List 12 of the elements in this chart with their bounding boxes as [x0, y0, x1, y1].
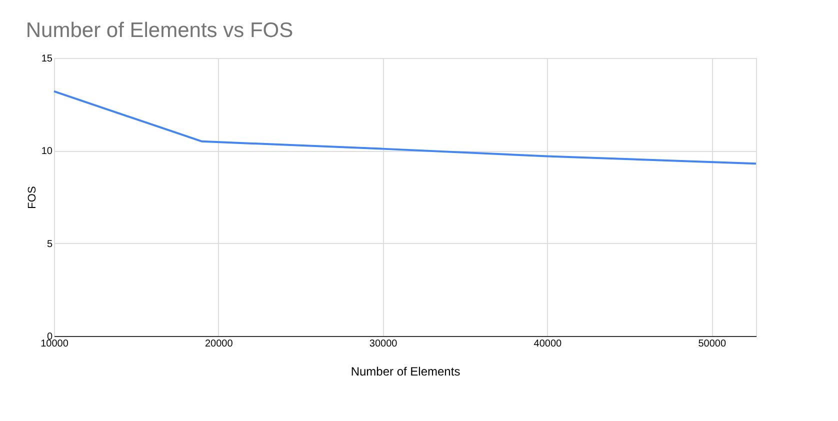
x-tick-label: 20000: [204, 338, 234, 350]
y-tick-label: 15: [41, 54, 53, 64]
y-tick-label: 5: [46, 238, 53, 250]
chart-title: Number of Elements vs FOS: [26, 19, 294, 42]
line-series: [53, 90, 757, 165]
y-tick-label: 10: [41, 146, 53, 158]
x-tick-label: 40000: [534, 338, 562, 350]
x-tick-label: 50000: [698, 338, 726, 350]
x-tick-label: 10000: [40, 338, 69, 350]
x-axis-title: Number of Elements: [350, 364, 460, 378]
y-axis-title: FOS: [26, 186, 38, 209]
x-tick-label: 30000: [369, 338, 398, 350]
